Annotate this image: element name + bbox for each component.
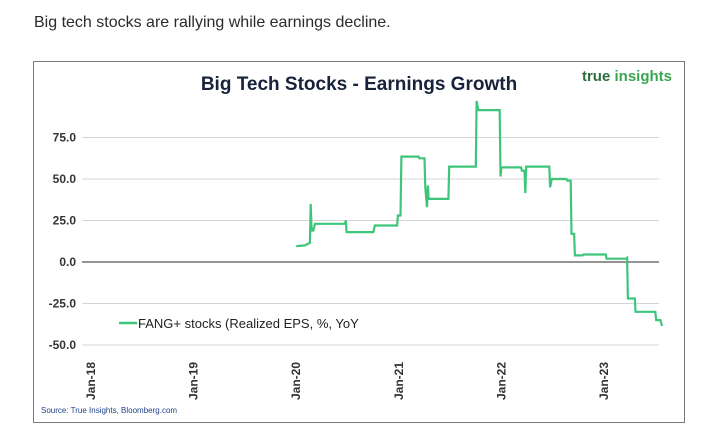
y-tick-label: 50.0	[53, 172, 77, 186]
brand-logo: true insights	[582, 68, 672, 85]
y-tick-label: 75.0	[53, 131, 77, 145]
article-caption: Big tech stocks are rallying while earni…	[34, 14, 391, 31]
x-tick-label: Jan-19	[187, 362, 201, 400]
x-tick-label: Jan-22	[494, 362, 508, 400]
series-line	[296, 100, 664, 327]
source-note: Source: True Insights, Bloomberg.com	[41, 406, 178, 415]
legend-label: FANG+ stocks (Realized EPS, %, YoY	[138, 316, 359, 331]
chart-frame: true insights Big Tech Stocks - Earnings…	[33, 61, 685, 423]
chart-title: Big Tech Stocks - Earnings Growth	[200, 74, 518, 95]
brand-logo-part2: insights	[614, 68, 672, 85]
y-tick-label: -25.0	[49, 297, 77, 311]
y-tick-label: 0.0	[59, 255, 76, 269]
x-tick-label: Jan-20	[289, 362, 303, 400]
y-tick-label: -50.0	[49, 338, 77, 352]
x-tick-label: Jan-23	[597, 362, 611, 400]
chart-plot: 75.0 50.0 25.0 0.0 -25.0 -50.0 Jan-18 Jan-19 Jan…	[49, 100, 664, 400]
x-tick-label: Jan-21	[392, 362, 406, 400]
y-tick-label: 25.0	[53, 214, 77, 228]
brand-logo-part1: true	[581, 68, 611, 85]
x-tick-label: Jan-18	[84, 362, 98, 400]
legend: FANG+ stocks (Realized EPS, %, YoY	[119, 316, 359, 331]
